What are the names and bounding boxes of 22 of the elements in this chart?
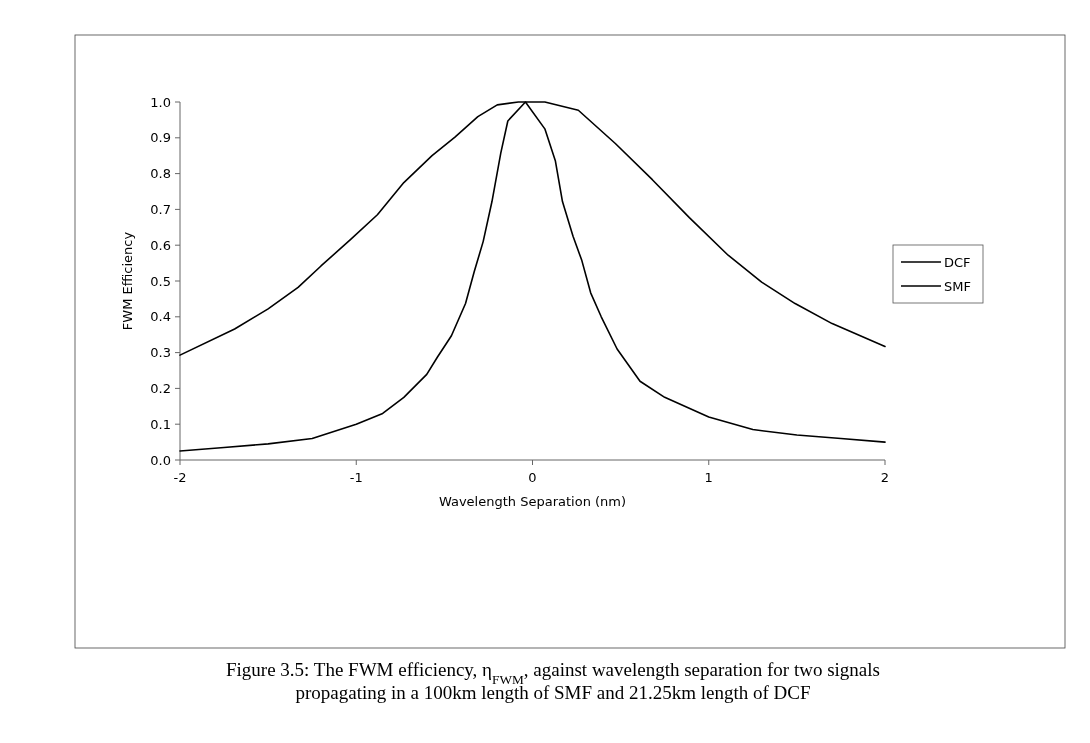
x-axis-title: Wavelength Separation (nm) [438,494,627,509]
y-axis-title: FWM Efficiency [120,231,135,331]
caption: Figure 3.5: The FWM efficiency, η$_{FWM}$, against wavelength separation for two signals propagating in a 100km length of SMF and 21.25km length of DCF [226,659,880,703]
y-tick-label: 0.9 [150,130,171,146]
legend-label: DCF [944,254,971,270]
y-tick-label: 0.8 [150,166,171,182]
y-tick-label: 0.0 [150,452,171,468]
x-tick-label: 0 [528,470,537,485]
y-tick-label: 0.1 [150,416,171,432]
legend-label: SMF [944,278,971,294]
x-tick-label: -2 [173,470,187,485]
x-tick-label: 1 [704,470,713,485]
x-tick-label: 2 [880,470,890,485]
line-series [179,101,886,452]
y-tick-label: 0.5 [150,273,171,289]
y-tick-label: 1.0 [150,94,171,110]
y-tick-label: 0.3 [150,345,171,361]
y-tick-label: 0.6 [150,237,171,253]
y-tick-label: 0.2 [150,380,171,396]
y-tick-label: 0.7 [150,201,171,217]
y-tick-label: 0.4 [150,309,171,325]
x-tick-label: -1 [349,470,363,485]
